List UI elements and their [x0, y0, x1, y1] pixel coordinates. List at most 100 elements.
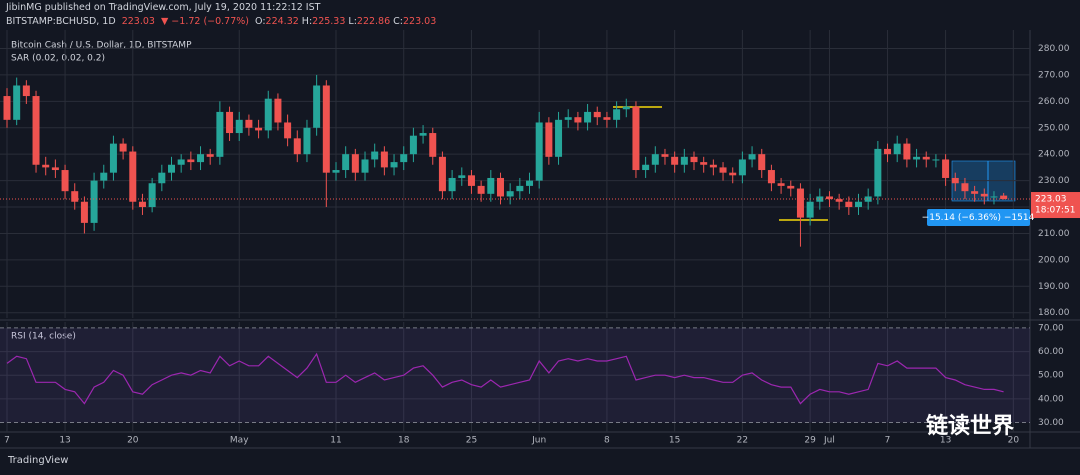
candle-body: [51, 167, 59, 171]
candle-body: [942, 159, 950, 178]
candle-body: [777, 183, 785, 186]
candle-body: [671, 156, 679, 165]
x-tick-label: 22: [737, 436, 748, 446]
quote-label: O:: [255, 16, 266, 27]
candle-body: [216, 111, 224, 157]
candle-body: [661, 154, 669, 157]
candle-body: [109, 143, 117, 173]
x-tick-label: 25: [466, 436, 477, 446]
candle-body: [187, 159, 195, 163]
y-tick-label: 240.00: [1038, 150, 1070, 160]
candle-body: [574, 117, 582, 123]
candle-body: [22, 85, 30, 97]
candle-body: [148, 183, 156, 208]
candle-body: [351, 154, 359, 173]
candle-body: [506, 191, 514, 197]
candle-body: [922, 156, 930, 160]
rsi-label: RSI (14, close): [11, 332, 76, 342]
x-tick-label: Jun: [531, 436, 546, 446]
candle-body: [32, 96, 40, 165]
candle-body: [264, 98, 272, 131]
candle-body: [158, 172, 166, 184]
candle-body: [729, 172, 737, 176]
y-tick-label: 210.00: [1038, 229, 1070, 239]
candle-body: [796, 188, 804, 218]
countdown-label: 18:07:51: [1035, 206, 1075, 216]
candle-body: [951, 177, 959, 184]
candle-body: [526, 180, 534, 186]
quote-label: L:: [348, 16, 357, 27]
y-tick-label: 60.00: [1038, 347, 1064, 357]
x-tick-label: 8: [604, 436, 610, 446]
quote-value: 225.33: [312, 16, 346, 27]
x-tick-label: 18: [398, 436, 410, 446]
candle-body: [245, 119, 253, 128]
candle-body: [632, 106, 640, 171]
candle-body: [1000, 195, 1008, 200]
candle-body: [564, 117, 572, 120]
candle-body: [603, 117, 611, 120]
last: 223.03: [121, 16, 155, 27]
candle-body: [197, 154, 205, 163]
candle-body: [42, 164, 50, 168]
candle-body: [206, 154, 214, 157]
candle-body: [845, 201, 853, 208]
candle-body: [255, 127, 263, 131]
y-tick-label: 190.00: [1038, 282, 1070, 292]
candle-body: [90, 180, 98, 223]
candle-body: [971, 191, 979, 194]
x-tick-label: 13: [940, 436, 951, 446]
candle-body: [71, 191, 79, 202]
candle-body: [284, 122, 292, 139]
candle-body: [177, 159, 185, 165]
candle-body: [535, 122, 543, 181]
candle-body: [825, 196, 833, 200]
symbol: BITSTAMP:BCHUSD, 1D: [6, 16, 116, 27]
candle-body: [303, 127, 311, 155]
candle-body: [903, 143, 911, 160]
candle-body: [419, 133, 427, 136]
quote-label: C:: [393, 16, 403, 27]
change: ▼ −1.72 (−0.77%): [160, 16, 249, 27]
candle-body: [516, 185, 524, 192]
watermark: 链读世界: [926, 414, 1015, 439]
candle-body: [390, 162, 398, 168]
y-tick-label: 180.00: [1038, 308, 1070, 318]
candle-body: [3, 96, 11, 120]
candle-body: [874, 148, 882, 197]
candle-body: [322, 85, 330, 173]
candle-body: [400, 154, 408, 163]
quote-line: BITSTAMP:BCHUSD, 1D 223.03 ▼ −1.72 (−0.7…: [6, 16, 442, 27]
candle-body: [138, 201, 146, 208]
y-tick-label: 230.00: [1038, 176, 1070, 186]
candle-body: [167, 164, 175, 173]
candle-body: [448, 177, 456, 192]
candle-body: [371, 151, 379, 160]
y-tick-label: 250.00: [1038, 123, 1070, 133]
candle-body: [980, 193, 988, 197]
x-tick-label: 15: [669, 436, 680, 446]
candle-body: [100, 172, 108, 181]
measure-tag: [927, 209, 1030, 226]
measure-label: −15.14 (−6.36%) −1514: [922, 213, 1035, 223]
candle-body: [332, 170, 340, 173]
candle-body: [80, 201, 88, 223]
candle-body: [409, 135, 417, 155]
candle-body: [719, 167, 727, 173]
candle-body: [932, 159, 940, 161]
candle-body: [758, 154, 766, 171]
candle-body: [913, 156, 921, 160]
rsi-band: [0, 327, 1030, 423]
x-tick-label: Jul: [823, 436, 835, 446]
rsi-line: [6, 352, 1004, 405]
candle-body: [496, 177, 504, 197]
y-tick-label: 50.00: [1038, 371, 1064, 381]
candle-body: [700, 162, 708, 165]
y-tick-label: 260.00: [1038, 97, 1070, 107]
quote-label: H:: [301, 16, 313, 27]
y-tick-label: 200.00: [1038, 255, 1070, 265]
candle-body: [342, 154, 350, 171]
y-tick-label: 70.00: [1038, 323, 1064, 333]
candle-body: [651, 154, 659, 165]
